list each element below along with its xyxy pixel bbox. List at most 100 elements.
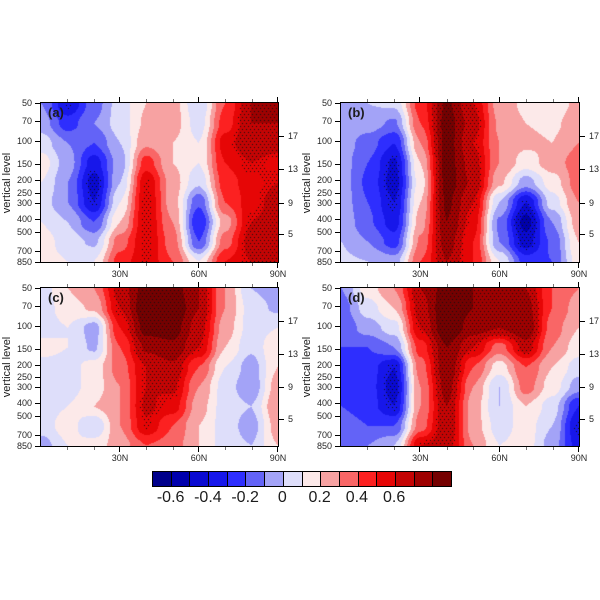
colorbar-tick-label: 0.4 xyxy=(345,489,368,506)
x-minor-tick xyxy=(526,447,528,450)
y-tick xyxy=(35,287,40,289)
y-tick xyxy=(335,121,340,123)
y-tick xyxy=(335,164,340,166)
y-tick xyxy=(35,415,40,417)
x-major-tick xyxy=(419,97,421,102)
x-tick-label: 90N xyxy=(269,453,287,463)
x-minor-tick xyxy=(446,284,448,287)
right-tick-label: 5 xyxy=(288,229,294,240)
x-minor-tick xyxy=(93,447,95,450)
right-tick xyxy=(580,136,585,138)
x-minor-tick xyxy=(172,263,174,266)
panel-a: (a) xyxy=(40,102,279,263)
y-tick-label: 50 xyxy=(21,282,32,293)
y-tick xyxy=(35,261,40,263)
x-tick-label: 30N xyxy=(111,453,129,463)
y-tick-label: 150 xyxy=(16,343,32,354)
y-tick xyxy=(35,348,40,350)
right-tick xyxy=(580,320,585,322)
y-tick-label: 70 xyxy=(321,301,332,312)
x-minor-tick xyxy=(552,447,554,450)
y-tick xyxy=(35,231,40,233)
y-tick-label: 150 xyxy=(316,159,332,170)
y-tick-label: 150 xyxy=(16,159,32,170)
y-tick-label: 250 xyxy=(16,187,32,198)
x-minor-tick xyxy=(367,99,369,102)
contour-canvas-c xyxy=(41,288,278,446)
y-tick-label: 70 xyxy=(21,116,32,127)
right-tick-label: 5 xyxy=(589,413,595,424)
panel-label-b: (b) xyxy=(348,105,365,120)
right-tick-label: 5 xyxy=(288,413,294,424)
x-tick-label: 90N xyxy=(570,453,588,463)
y-tick-label: 250 xyxy=(316,372,332,383)
x-minor-tick xyxy=(251,99,253,102)
y-tick xyxy=(335,306,340,308)
right-tick-label: 9 xyxy=(589,381,595,392)
x-minor-tick xyxy=(251,447,253,450)
x-major-tick xyxy=(498,263,500,268)
colorbar-cell xyxy=(395,472,415,486)
x-major-tick xyxy=(119,447,120,452)
x-minor-tick xyxy=(93,263,95,266)
x-minor-tick xyxy=(526,99,528,102)
x-minor-tick xyxy=(367,284,369,287)
x-minor-tick xyxy=(446,99,448,102)
colorbar xyxy=(152,471,452,487)
y-tick xyxy=(335,102,340,104)
right-tick-label: 13 xyxy=(589,349,600,360)
y-tick-label: 700 xyxy=(316,429,332,440)
y-tick xyxy=(35,306,40,308)
y-tick-label: 850 xyxy=(16,440,32,451)
y-tick-label: 400 xyxy=(316,398,332,409)
y-tick xyxy=(335,403,340,405)
x-minor-tick xyxy=(146,447,148,450)
right-tick xyxy=(580,418,585,420)
y-tick xyxy=(335,364,340,366)
y-tick xyxy=(335,261,340,263)
x-major-tick xyxy=(578,97,579,102)
x-minor-tick xyxy=(393,99,395,102)
panel-b: (b) xyxy=(340,102,580,263)
y-tick-label: 50 xyxy=(21,97,32,108)
x-minor-tick xyxy=(225,284,227,287)
y-tick-label: 100 xyxy=(316,321,332,332)
x-major-tick xyxy=(277,282,278,287)
y-tick xyxy=(35,387,40,389)
y-tick-label: 250 xyxy=(316,187,332,198)
right-tick-label: 13 xyxy=(288,349,299,360)
x-minor-tick xyxy=(552,99,554,102)
right-tick xyxy=(580,202,585,204)
y-tick-label: 700 xyxy=(16,429,32,440)
colorbar-cell xyxy=(414,472,434,486)
x-major-tick xyxy=(198,447,199,452)
y-tick xyxy=(335,192,340,194)
y-tick xyxy=(35,180,40,182)
x-minor-tick xyxy=(473,447,475,450)
x-minor-tick xyxy=(225,447,227,450)
x-minor-tick xyxy=(225,99,227,102)
y-tick-label: 500 xyxy=(316,226,332,237)
x-minor-tick xyxy=(473,99,475,102)
panel-label-a: (a) xyxy=(48,105,64,120)
x-tick-label: 90N xyxy=(570,269,588,279)
x-tick-label: 60N xyxy=(190,269,208,279)
colorbar-cell xyxy=(153,472,172,486)
colorbar-cell xyxy=(433,472,451,486)
colorbar-cell xyxy=(339,472,359,486)
x-major-tick xyxy=(119,97,120,102)
right-tick xyxy=(279,386,284,388)
panel-label-c: (c) xyxy=(48,290,64,305)
y-tick xyxy=(35,403,40,405)
y-tick-label: 300 xyxy=(316,198,332,209)
x-tick-label: 30N xyxy=(412,453,429,463)
right-tick xyxy=(279,234,284,236)
colorbar-cell xyxy=(321,472,340,486)
right-tick-label: 5 xyxy=(589,229,595,240)
y-tick xyxy=(35,203,40,205)
x-tick-label: 60N xyxy=(190,453,208,463)
right-tick-label: 17 xyxy=(288,315,299,326)
y-tick-label: 500 xyxy=(316,410,332,421)
x-minor-tick xyxy=(251,284,253,287)
x-minor-tick xyxy=(446,447,448,450)
